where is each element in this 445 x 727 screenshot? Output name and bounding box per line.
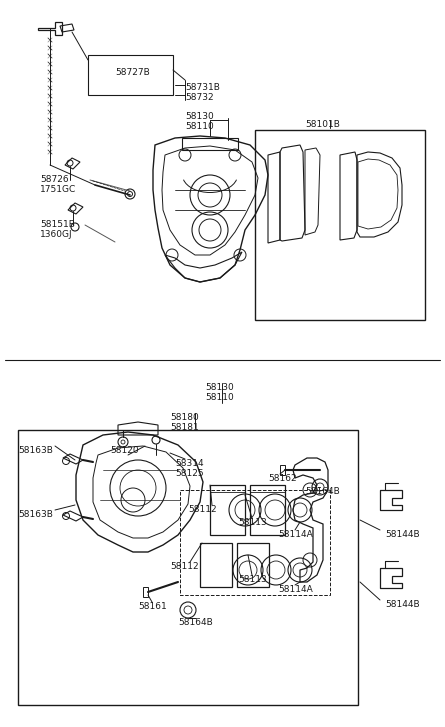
- Bar: [88, 55, 173, 95]
- Bar: [18, 430, 358, 705]
- Text: 58162: 58162: [268, 474, 297, 483]
- Text: 58101B: 58101B: [305, 120, 340, 129]
- Text: 58114A: 58114A: [278, 530, 313, 539]
- Text: 58144B: 58144B: [385, 530, 420, 539]
- Text: 58125: 58125: [175, 469, 204, 478]
- Text: 58110: 58110: [185, 122, 214, 131]
- Text: 1751GC: 1751GC: [40, 185, 76, 194]
- Text: 58163B: 58163B: [18, 446, 53, 455]
- Text: 58130: 58130: [205, 383, 234, 392]
- Text: 58732: 58732: [185, 93, 214, 102]
- Text: 58112: 58112: [170, 562, 198, 571]
- Text: 58110: 58110: [205, 393, 234, 402]
- Text: 58114A: 58114A: [278, 585, 313, 594]
- Text: 58112: 58112: [188, 505, 217, 514]
- Text: 58164B: 58164B: [305, 487, 340, 496]
- Text: 58726: 58726: [40, 175, 69, 184]
- Text: 58181: 58181: [170, 423, 199, 432]
- Text: 58113: 58113: [238, 575, 267, 584]
- Text: 58144B: 58144B: [385, 600, 420, 609]
- Text: 58314: 58314: [175, 459, 204, 468]
- Text: 58163B: 58163B: [18, 510, 53, 519]
- Bar: [210, 485, 245, 535]
- Bar: [237, 543, 269, 587]
- Text: 58113: 58113: [238, 518, 267, 527]
- Bar: [200, 543, 232, 587]
- Text: 58120: 58120: [110, 446, 139, 455]
- Bar: [250, 485, 285, 535]
- Text: 58180: 58180: [170, 413, 199, 422]
- Text: 1360GJ: 1360GJ: [40, 230, 73, 239]
- Text: 58130: 58130: [185, 112, 214, 121]
- Text: 58161: 58161: [138, 602, 167, 611]
- Text: 58727B: 58727B: [115, 68, 150, 77]
- Text: 58164B: 58164B: [178, 618, 213, 627]
- Text: 58731B: 58731B: [185, 83, 220, 92]
- Text: 58151B: 58151B: [40, 220, 75, 229]
- Bar: [255, 130, 425, 320]
